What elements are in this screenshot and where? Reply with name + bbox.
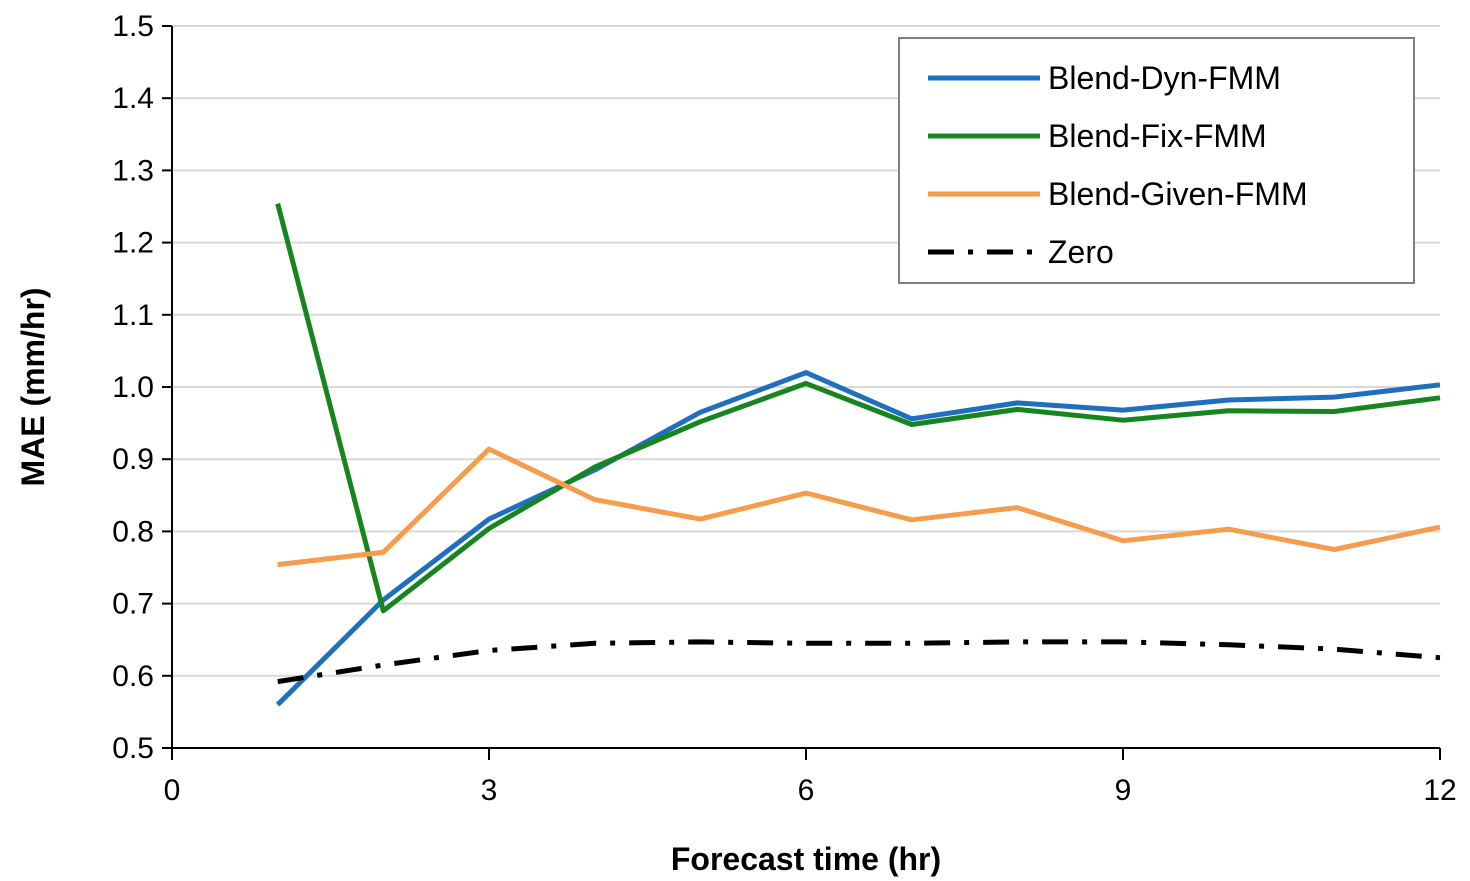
legend-label: Zero <box>1048 234 1114 270</box>
series-line-blend-dyn-fmm <box>275 370 1441 707</box>
x-tick-label: 3 <box>481 774 498 807</box>
x-tick-label: 12 <box>1423 774 1456 807</box>
y-tick-label: 1.0 <box>112 371 154 404</box>
y-tick-label: 0.5 <box>112 732 154 765</box>
series-line-blend-fix-fmm <box>275 202 1441 614</box>
y-tick-label: 0.8 <box>112 515 154 548</box>
y-axis-ticks: 0.5 0.6 0.7 0.8 0.9 1.0 1.1 1.2 1.3 1.4 1.5 <box>112 10 172 765</box>
y-tick-label: 1.2 <box>112 227 154 260</box>
y-axis-title: MAE (mm/hr) <box>15 287 51 486</box>
x-tick-label: 6 <box>798 774 815 807</box>
legend-label: Blend-Fix-FMM <box>1048 118 1267 154</box>
y-tick-label: 0.6 <box>112 660 154 693</box>
series-line-blend-given-fmm <box>277 446 1441 568</box>
legend-label: Blend-Given-FMM <box>1048 176 1308 212</box>
y-tick-label: 1.4 <box>112 82 154 115</box>
series-line-zero <box>277 639 1441 685</box>
x-axis-ticks: 0 3 6 9 12 <box>164 748 1457 807</box>
legend-label: Blend-Dyn-FMM <box>1048 60 1281 96</box>
x-axis-title: Forecast time (hr) <box>671 841 941 877</box>
y-tick-label: 1.1 <box>112 299 154 332</box>
legend: Blend-Dyn-FMM Blend-Fix-FMM Blend-Given-FM… <box>898 37 1415 284</box>
x-tick-label: 9 <box>1115 774 1132 807</box>
y-tick-label: 0.9 <box>112 443 154 476</box>
series-lines <box>275 202 1441 707</box>
y-tick-label: 0.7 <box>112 588 154 621</box>
x-tick-label: 0 <box>164 774 181 807</box>
y-tick-label: 1.3 <box>112 154 154 187</box>
y-tick-label: 1.5 <box>112 10 154 43</box>
